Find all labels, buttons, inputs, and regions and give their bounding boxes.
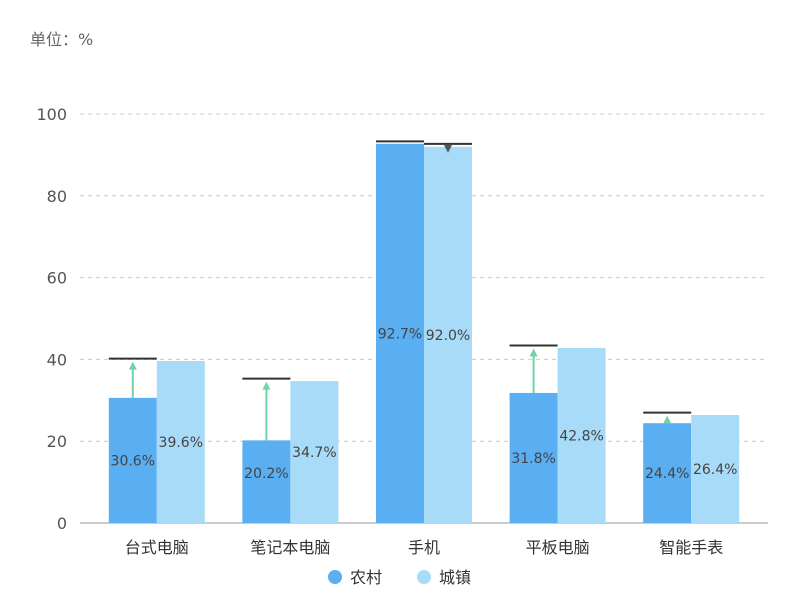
bar-urban: [156, 361, 205, 523]
bar-rural: [643, 423, 692, 523]
bar-rural: [242, 440, 291, 523]
legend-marker-rural: [328, 570, 342, 584]
data-label: 42.8%: [559, 428, 603, 444]
bar-rural: [376, 143, 424, 523]
x-tick-label: 智能手表: [659, 538, 723, 557]
bar-urban: [424, 146, 472, 523]
y-tick-label: 20: [47, 432, 67, 451]
y-tick-label: 40: [47, 350, 67, 369]
bar-urban: [290, 381, 339, 523]
x-tick-label: 台式电脑: [125, 538, 189, 557]
difference-arrow-head: [444, 144, 452, 153]
data-label: 92.7%: [378, 326, 422, 342]
y-tick-label: 60: [47, 269, 67, 288]
data-label: 24.4%: [645, 466, 689, 482]
data-label: 39.6%: [159, 435, 203, 451]
y-tick-label: 0: [57, 514, 67, 533]
y-tick-label: 100: [36, 105, 67, 124]
x-tick-label: 平板电脑: [526, 538, 590, 557]
data-label: 31.8%: [511, 451, 555, 467]
bar-rural: [509, 392, 558, 523]
unit-label: 单位：%: [30, 30, 94, 49]
difference-arrow-head: [262, 381, 271, 390]
legend-marker-urban: [417, 570, 431, 584]
bar-urban: [557, 347, 606, 523]
x-tick-label: 笔记本电脑: [250, 538, 330, 557]
y-tick-label: 80: [47, 187, 67, 206]
bar-urban: [691, 415, 740, 523]
bar-rural: [108, 397, 157, 523]
data-label: 20.2%: [244, 466, 288, 482]
legend-label: 城镇: [439, 568, 471, 587]
legend-label: 农村: [350, 568, 382, 587]
difference-arrow-head: [529, 348, 538, 357]
data-label: 30.6%: [111, 453, 155, 469]
x-tick-label: 手机: [408, 538, 440, 557]
difference-arrow-head: [663, 415, 672, 424]
difference-arrow-head: [128, 361, 137, 370]
data-label: 34.7%: [292, 445, 336, 461]
data-label: 26.4%: [693, 462, 737, 478]
data-label: 92.0%: [426, 328, 470, 344]
